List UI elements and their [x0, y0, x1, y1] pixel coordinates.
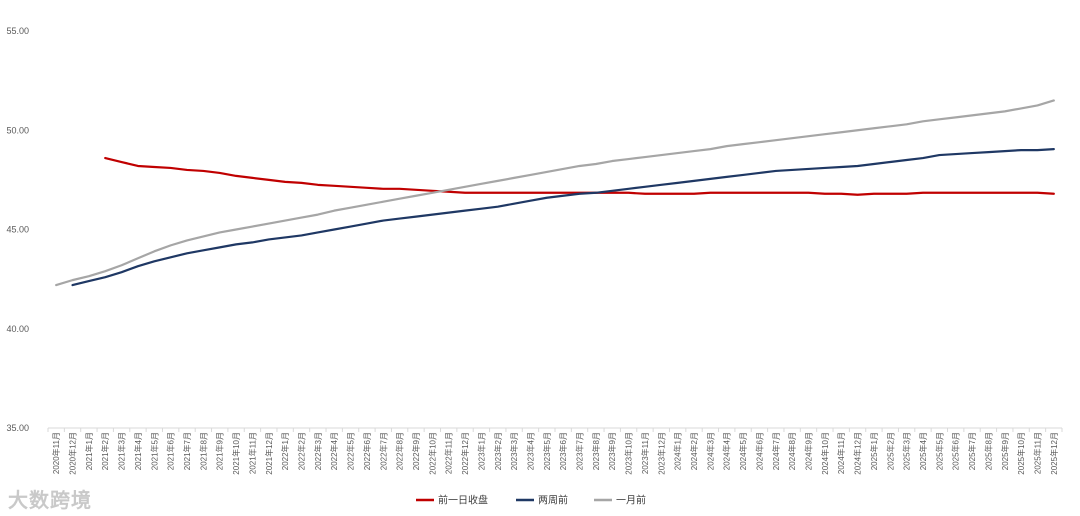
x-tick-label: 2021年2月 — [100, 432, 110, 470]
y-tick-label: 35.00 — [6, 423, 29, 433]
y-tick-label: 55.00 — [6, 26, 29, 36]
y-tick-label: 40.00 — [6, 324, 29, 334]
x-tick-label: 2023年2月 — [493, 432, 503, 470]
series-line-3 — [55, 99, 1055, 287]
x-tick-label: 2024年2月 — [689, 432, 699, 470]
x-tick-label: 2021年6月 — [166, 432, 176, 470]
legend-item: 前一日收盘 — [416, 494, 488, 507]
x-tick-label: 2024年11月 — [836, 432, 846, 474]
x-tick-label: 2024年3月 — [705, 432, 715, 470]
x-tick-label: 2023年7月 — [575, 432, 585, 470]
y-axis: 35.00 40.00 45.00 50.00 55.00 — [6, 26, 29, 433]
x-tick-label: 2023年12月 — [656, 432, 666, 475]
x-tick-label: 2021年8月 — [198, 432, 208, 470]
series-line-2 — [71, 148, 1055, 287]
x-tick-label: 2021年11月 — [247, 432, 257, 474]
x-tick-label: 2025年2月 — [885, 432, 895, 470]
x-tick-label: 2025年9月 — [1000, 432, 1010, 470]
x-tick-label: 2022年5月 — [346, 432, 356, 470]
x-tick-label: 2025年10月 — [1016, 432, 1026, 475]
x-tick-label: 2022年1月 — [280, 432, 290, 470]
x-tick-label: 2022年7月 — [378, 432, 388, 470]
legend-label: 两周前 — [538, 494, 568, 507]
x-tick-label: 2024年12月 — [853, 432, 863, 475]
x-tick-label: 2022年6月 — [362, 432, 372, 470]
x-axis: 2020年11月 2020年12月 2021年1月 2021年2月 2021年3月 202… — [47, 427, 1063, 475]
legend-item: 一月前 — [594, 494, 646, 507]
x-tick-label: 2024年7月 — [771, 432, 781, 470]
x-tick-label: 2025年6月 — [951, 432, 961, 470]
legend: 前一日收盘 两周前 一月前 — [416, 494, 646, 507]
x-tick-label: 2021年4月 — [133, 432, 143, 470]
x-tick-label: 2025年5月 — [934, 432, 944, 470]
x-tick-label: 2022年11月 — [444, 432, 454, 474]
x-tick-label: 2022年3月 — [313, 432, 323, 470]
x-tick-label: 2023年4月 — [525, 432, 535, 470]
x-tick-label: 2021年12月 — [264, 432, 274, 475]
x-tick-label: 2022年2月 — [297, 432, 307, 470]
legend-label: 一月前 — [616, 494, 646, 507]
x-tick-label: 2022年10月 — [427, 432, 437, 475]
x-tick-label: 2025年12月 — [1049, 432, 1059, 475]
x-tick-label: 2024年9月 — [804, 432, 814, 470]
x-tick-label: 2022年12月 — [460, 432, 470, 475]
watermark-logo: 大数跨境 — [8, 490, 92, 512]
x-tick-label: 2023年5月 — [542, 432, 552, 470]
series-layer — [55, 99, 1055, 287]
x-tick-label: 2020年11月 — [51, 432, 61, 474]
x-tick-label: 2023年11月 — [640, 432, 650, 474]
x-tick-label: 2023年3月 — [509, 432, 519, 470]
x-tick-label: 2023年9月 — [607, 432, 617, 470]
x-tick-label: 2025年8月 — [983, 432, 993, 470]
y-tick-label: 50.00 — [6, 125, 29, 135]
x-tick-label: 2021年5月 — [149, 432, 159, 470]
x-tick-label: 2023年6月 — [558, 432, 568, 470]
x-tick-label: 2021年10月 — [231, 432, 241, 475]
x-tick-label: 2024年4月 — [722, 432, 732, 470]
x-tick-label: 2024年5月 — [738, 432, 748, 470]
x-tick-label: 2021年1月 — [84, 432, 94, 470]
x-tick-label: 2021年7月 — [182, 432, 192, 470]
x-tick-label: 2024年6月 — [754, 432, 764, 470]
x-tick-label: 2025年7月 — [967, 432, 977, 470]
x-tick-label: 2022年4月 — [329, 432, 339, 470]
series-line-1 — [104, 156, 1055, 196]
x-tick-label: 2024年8月 — [787, 432, 797, 470]
legend-item: 两周前 — [516, 494, 568, 507]
x-tick-label: 2025年11月 — [1032, 432, 1042, 474]
x-tick-label: 2025年4月 — [918, 432, 928, 470]
y-tick-label: 45.00 — [6, 225, 29, 235]
x-tick-label: 2021年3月 — [117, 432, 127, 470]
x-tick-label: 2022年8月 — [395, 432, 405, 470]
x-tick-label: 2023年8月 — [591, 432, 601, 470]
x-tick-label: 2022年9月 — [411, 432, 421, 470]
x-tick-label: 2020年12月 — [68, 432, 78, 475]
x-tick-label: 2025年1月 — [869, 432, 879, 470]
legend-label: 前一日收盘 — [438, 494, 488, 507]
x-tick-label: 2023年1月 — [476, 432, 486, 470]
x-tick-label: 2023年10月 — [624, 432, 634, 475]
x-tick-label: 2024年1月 — [673, 432, 683, 470]
x-tick-label: 2021年9月 — [215, 432, 225, 470]
x-tick-label: 2025年3月 — [902, 432, 912, 470]
x-tick-label: 2024年10月 — [820, 432, 830, 475]
